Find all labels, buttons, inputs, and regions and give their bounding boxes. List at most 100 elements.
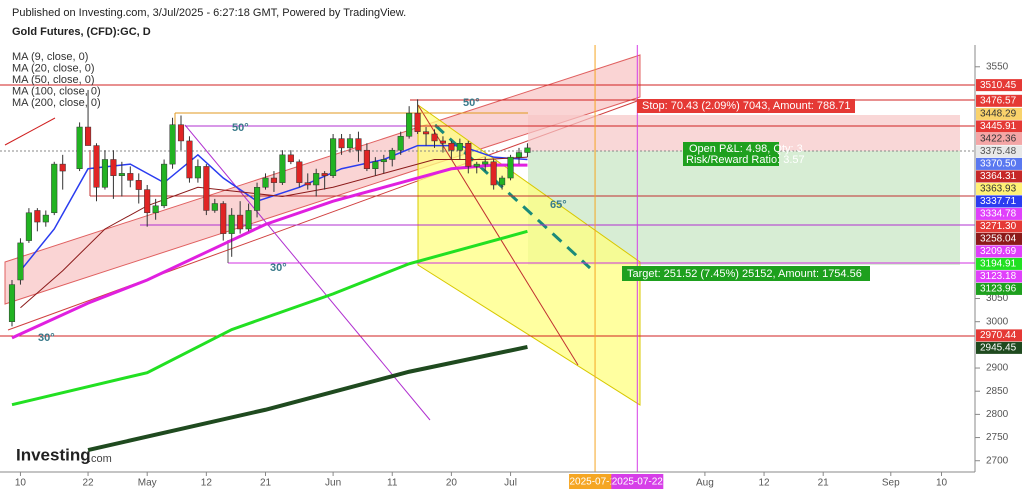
price-label-box xyxy=(976,282,1022,295)
candle-body xyxy=(456,143,463,151)
price-label-box xyxy=(976,94,1022,107)
y-tick-label: 2900 xyxy=(986,363,1009,374)
candle-body xyxy=(355,138,362,151)
candle-body xyxy=(330,138,337,176)
candle-body xyxy=(169,124,176,165)
candle-body xyxy=(17,242,24,281)
price-label: 3334.78 xyxy=(980,209,1017,220)
angle-label: 30° xyxy=(270,262,287,274)
y-tick-label: 3050 xyxy=(986,293,1009,304)
price-label: 2945.45 xyxy=(980,343,1017,354)
price-label: 3445.91 xyxy=(980,121,1017,132)
price-label-box xyxy=(976,195,1022,208)
angle-label: 30° xyxy=(38,332,55,344)
y-tick-label: 3000 xyxy=(986,316,1009,327)
candle-body xyxy=(177,124,185,142)
price-label-box xyxy=(976,232,1022,245)
angle-label: 50° xyxy=(232,122,249,134)
x-tick-label: Sep xyxy=(882,478,900,489)
candle-body xyxy=(313,173,320,186)
pnl-label: Open P&L: 4.98, Qty: 3 xyxy=(689,143,803,155)
x-tick-label: 12 xyxy=(758,478,770,489)
cursor-date-box xyxy=(611,474,664,489)
price-label-box xyxy=(976,220,1022,233)
cursor-date-label: 2025-07-15 xyxy=(569,477,621,488)
candle-body xyxy=(118,173,125,176)
candle-body xyxy=(304,182,311,186)
price-label: 3271.30 xyxy=(980,221,1017,232)
candle-body xyxy=(51,163,58,214)
y-tick-label: 2700 xyxy=(986,455,1009,466)
candle-body xyxy=(42,214,49,223)
x-tick-label: Jul xyxy=(504,478,517,489)
candle-body xyxy=(152,205,159,214)
candle-body xyxy=(346,138,354,149)
candle-body xyxy=(85,126,92,146)
candle-body xyxy=(135,180,142,190)
x-tick-label: 20 xyxy=(446,478,458,489)
x-tick-label: 10 xyxy=(936,478,948,489)
x-tick-label: 11 xyxy=(387,478,398,489)
price-label: 3448.29 xyxy=(980,109,1017,120)
price-label-box xyxy=(976,245,1022,258)
price-label-box xyxy=(976,157,1022,170)
target-box xyxy=(622,266,870,281)
candle-body xyxy=(380,159,387,163)
ma-line xyxy=(11,163,528,340)
x-tick-label: Jun xyxy=(325,478,341,489)
x-tick-label: 21 xyxy=(818,478,830,489)
candle-body xyxy=(372,161,379,169)
candle-body xyxy=(211,203,218,211)
price-label: 3375.48 xyxy=(980,146,1017,157)
candle-body xyxy=(406,112,413,137)
price-label-box xyxy=(976,132,1022,145)
symbol: Gold Futures, (CFD):GC, D xyxy=(12,26,151,38)
price-label-box xyxy=(976,207,1022,220)
price-label: 3194.91 xyxy=(980,259,1017,270)
candle-body xyxy=(161,163,168,207)
candle-body xyxy=(228,214,235,234)
candle-body xyxy=(431,133,438,142)
y-tick-label: 3550 xyxy=(986,61,1009,72)
price-label-box xyxy=(976,170,1022,183)
candle-body xyxy=(186,140,193,179)
pnl-box xyxy=(683,142,779,166)
ma-line xyxy=(11,229,528,407)
x-tick-label: 12 xyxy=(201,478,213,489)
candle-body xyxy=(515,152,523,158)
candle-body xyxy=(59,163,66,172)
price-label: 3476.57 xyxy=(980,95,1017,106)
candle-body xyxy=(338,138,345,149)
candle-body xyxy=(110,159,117,176)
y-tick-label: 2850 xyxy=(986,386,1009,397)
candle-body xyxy=(439,140,446,144)
candle-body xyxy=(8,284,16,322)
candle-body xyxy=(473,163,480,167)
price-label: 3370.50 xyxy=(980,159,1017,170)
stop-label: Stop: 70.43 (2.09%) 7043, Amount: 788.71 xyxy=(642,100,851,112)
target-label: Target: 251.52 (7.45%) 25152, Amount: 17… xyxy=(627,268,862,280)
candle-body xyxy=(414,112,421,132)
cursor-date-box xyxy=(569,474,622,489)
candle-body xyxy=(34,210,41,223)
price-label: 3337.71 xyxy=(980,196,1017,207)
price-label: 3363.93 xyxy=(980,184,1017,195)
cursor-date-label: 2025-07-22 xyxy=(612,477,664,488)
candle-body xyxy=(499,177,506,186)
candle-body xyxy=(194,166,201,179)
price-label-box xyxy=(976,120,1022,133)
price-label: 3258.04 xyxy=(980,234,1017,245)
y-tick-label: 2750 xyxy=(986,432,1009,443)
candle-body xyxy=(270,177,277,183)
legend-entry: MA (50, close, 0) xyxy=(12,74,95,86)
x-tick-label: 21 xyxy=(260,478,272,489)
candle-body xyxy=(203,166,210,211)
fan-line xyxy=(417,104,579,366)
candle-body xyxy=(296,161,303,183)
price-label: 3510.45 xyxy=(980,80,1017,91)
candle-body xyxy=(490,161,497,186)
published: Published on Investing.com, 3/Jul/2025 -… xyxy=(12,7,406,19)
x-tick-label: 22 xyxy=(82,478,94,489)
candle-body xyxy=(507,156,514,179)
y-tick-label: 2800 xyxy=(986,409,1009,420)
